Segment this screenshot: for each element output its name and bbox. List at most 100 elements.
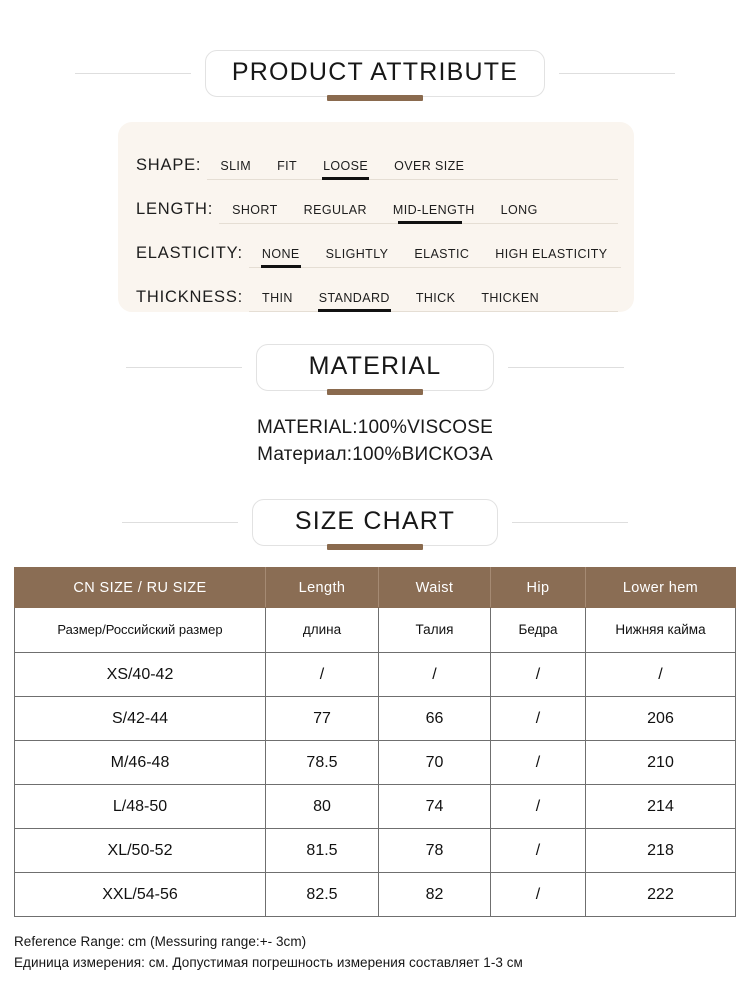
- cell-waist: /: [378, 652, 491, 697]
- attribute-option-short[interactable]: SHORT: [232, 202, 278, 217]
- cell-hip: /: [490, 872, 586, 917]
- table-row: M/46-48 78.5 70 / 210: [14, 740, 736, 785]
- header-accent-bar-size: [326, 544, 423, 550]
- material-line-ru: Материал:100%ВИСКОЗА: [257, 443, 493, 465]
- cell-length: 82.5: [265, 872, 379, 917]
- cell-hip: /: [490, 740, 586, 785]
- column-header-lower-hem-ru: Нижняя кайма: [585, 607, 736, 653]
- table-row: XS/40-42 / / / /: [14, 652, 736, 697]
- attribute-option-elastic[interactable]: ELASTIC: [414, 246, 470, 261]
- attribute-option-slightly[interactable]: SLIGHTLY: [325, 246, 389, 261]
- cell-waist: 82: [378, 872, 491, 917]
- column-header-length: Length: [265, 567, 379, 608]
- attribute-row-elasticity: ELASTICITY: NONE SLIGHTLY ELASTIC HIGH E…: [136, 224, 621, 269]
- header-pill-wrap-size: SIZE CHART: [251, 499, 499, 550]
- column-header-length-ru: длина: [265, 607, 379, 653]
- cell-waist: 66: [378, 696, 491, 741]
- column-header-waist-ru: Талия: [378, 607, 491, 653]
- column-header-lower-hem: Lower hem: [585, 567, 736, 608]
- size-chart-table: CN SIZE / RU SIZE Length Waist Hip Lower…: [14, 567, 736, 917]
- attribute-option-fit[interactable]: FIT: [277, 158, 298, 173]
- note-reference-range-ru: Единица измерения: см. Допустимая погреш…: [14, 954, 523, 970]
- cell-hip: /: [490, 784, 586, 829]
- cell-waist: 70: [378, 740, 491, 785]
- header-rule-left: [74, 73, 191, 74]
- table-header-row: CN SIZE / RU SIZE Length Waist Hip Lower…: [14, 567, 736, 608]
- attribute-option-thicken[interactable]: THICKEN: [481, 290, 539, 305]
- material-line-en: MATERIAL:100%VISCOSE: [257, 417, 493, 438]
- attribute-option-long[interactable]: LONG: [500, 202, 538, 217]
- column-header-waist: Waist: [378, 567, 491, 608]
- table-row: S/42-44 77 66 / 206: [14, 696, 736, 741]
- attribute-panel: SHAPE: SLIM FIT LOOSE OVER SIZE LENGTH: …: [118, 122, 634, 313]
- header-pill-wrap-attribute: PRODUCT ATTRIBUTE: [204, 50, 546, 101]
- header-accent-bar-attribute: [326, 95, 423, 101]
- attribute-row-thickness: THICKNESS: THIN STANDARD THICK THICKEN: [136, 268, 618, 313]
- header-rule-right-size: [512, 522, 629, 523]
- page-title-size-chart: SIZE CHART: [294, 507, 456, 535]
- page-title-material: MATERIAL: [308, 352, 442, 380]
- header-accent-bar-material: [327, 389, 423, 395]
- table-row-russian-headers: Размер/Российский размер длина Талия Бед…: [14, 607, 736, 653]
- attribute-options-shape: SLIM FIT LOOSE OVER SIZE: [207, 158, 618, 181]
- table-row: L/48-50 80 74 / 214: [14, 784, 736, 829]
- attribute-option-high-elasticity[interactable]: HIGH ELASTICITY: [495, 246, 608, 261]
- attribute-option-thick[interactable]: THICK: [415, 290, 456, 305]
- cell-hem: 214: [585, 784, 736, 829]
- table-row: XXL/54-56 82.5 82 / 222: [14, 872, 736, 917]
- cell-hem: 210: [585, 740, 736, 785]
- section-header-product-attribute: PRODUCT ATTRIBUTE: [0, 50, 750, 101]
- header-rule-left-size: [121, 522, 238, 523]
- cell-length: 81.5: [265, 828, 379, 873]
- column-header-size-ru: Размер/Российский размер: [14, 607, 266, 653]
- section-header-size-chart: SIZE CHART: [0, 499, 750, 550]
- header-rule-right-material: [508, 367, 625, 368]
- header-rule-left-material: [125, 367, 242, 368]
- attribute-option-none[interactable]: NONE: [249, 247, 313, 269]
- attribute-row-length: LENGTH: SHORT REGULAR MID-LENGTH LONG: [136, 180, 618, 225]
- cell-length: 80: [265, 784, 379, 829]
- attribute-option-regular[interactable]: REGULAR: [303, 202, 367, 217]
- column-header-hip: Hip: [490, 567, 586, 608]
- cell-size: M/46-48: [14, 740, 266, 785]
- cell-length: 77: [265, 696, 379, 741]
- note-reference-range-en: Reference Range: cm (Messuring range:+- …: [14, 934, 307, 949]
- cell-hem: 218: [585, 828, 736, 873]
- cell-size: XXL/54-56: [14, 872, 266, 917]
- attribute-options-length: SHORT REGULAR MID-LENGTH LONG: [219, 202, 618, 225]
- cell-length: 78.5: [265, 740, 379, 785]
- cell-hem: 222: [585, 872, 736, 917]
- attribute-label-thickness: THICKNESS:: [136, 288, 244, 306]
- header-rule-right: [559, 73, 676, 74]
- cell-size: XL/50-52: [14, 828, 266, 873]
- cell-waist: 78: [378, 828, 491, 873]
- attribute-label-shape: SHAPE:: [136, 156, 202, 174]
- cell-hip: /: [490, 696, 586, 741]
- cell-size: L/48-50: [14, 784, 266, 829]
- section-header-material: MATERIAL: [0, 344, 750, 395]
- attribute-label-elasticity: ELASTICITY:: [136, 244, 243, 262]
- attribute-row-shape: SHAPE: SLIM FIT LOOSE OVER SIZE: [136, 136, 618, 181]
- attribute-option-standard[interactable]: STANDARD: [306, 291, 403, 313]
- cell-hip: /: [490, 652, 586, 697]
- cell-hip: /: [490, 828, 586, 873]
- attribute-option-over-size[interactable]: OVER SIZE: [394, 158, 465, 173]
- column-header-size: CN SIZE / RU SIZE: [14, 567, 266, 608]
- attribute-option-thin[interactable]: THIN: [262, 290, 293, 305]
- material-composition: MATERIAL:100%VISCOSE Материал:100%ВИСКОЗ…: [0, 415, 750, 469]
- attribute-option-loose[interactable]: LOOSE: [310, 159, 381, 181]
- cell-waist: 74: [378, 784, 491, 829]
- cell-length: /: [265, 652, 379, 697]
- cell-size: XS/40-42: [14, 652, 266, 697]
- cell-hem: 206: [585, 696, 736, 741]
- attribute-option-mid-length[interactable]: MID-LENGTH: [380, 203, 488, 225]
- table-row: XL/50-52 81.5 78 / 218: [14, 828, 736, 873]
- cell-hem: /: [585, 652, 736, 697]
- attribute-option-slim[interactable]: SLIM: [220, 158, 252, 173]
- attribute-label-length: LENGTH:: [136, 200, 214, 218]
- header-pill-attribute: PRODUCT ATTRIBUTE: [204, 50, 546, 97]
- column-header-hip-ru: Бедра: [490, 607, 586, 653]
- header-pill-size: SIZE CHART: [251, 499, 499, 546]
- attribute-options-thickness: THIN STANDARD THICK THICKEN: [249, 290, 618, 313]
